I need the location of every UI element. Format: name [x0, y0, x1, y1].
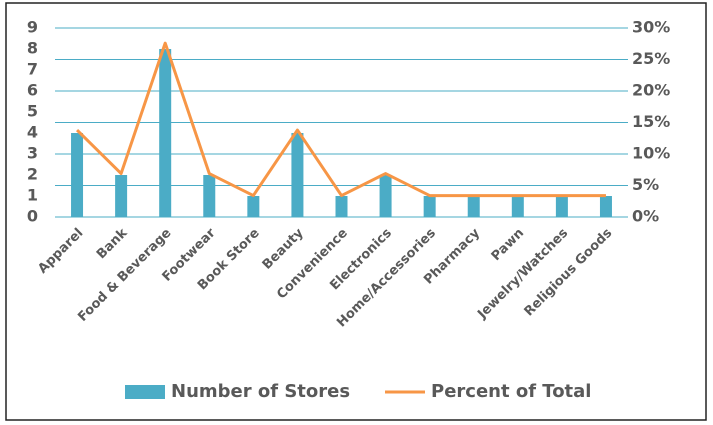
y2-tick-label: 5% — [632, 175, 659, 194]
bar — [467, 196, 480, 217]
y-tick-label: 5 — [27, 102, 38, 121]
y-tick-label: 3 — [27, 144, 38, 163]
legend-label: Number of Stores — [171, 381, 350, 402]
bar — [291, 133, 304, 217]
bar — [555, 196, 568, 217]
legend-label: Percent of Total — [431, 381, 591, 402]
bar — [247, 196, 260, 217]
y2-tick-label: 0% — [632, 207, 659, 226]
y-tick-label: 6 — [27, 81, 38, 100]
y2-tick-label: 30% — [632, 18, 670, 37]
y-tick-label: 8 — [27, 39, 38, 58]
y-tick-label: 4 — [27, 123, 38, 142]
y2-tick-label: 10% — [632, 144, 670, 163]
bar — [599, 196, 612, 217]
legend-swatch — [125, 385, 165, 399]
bar — [203, 175, 216, 217]
y-tick-label: 1 — [27, 186, 38, 205]
y2-tick-label: 15% — [632, 112, 670, 131]
bar — [511, 196, 524, 217]
bar — [379, 175, 392, 217]
bar — [115, 175, 128, 217]
bar — [423, 196, 436, 217]
line — [75, 41, 606, 198]
bar — [335, 196, 348, 217]
y-tick-label: 0 — [27, 207, 38, 226]
y-tick-label: 2 — [27, 165, 38, 184]
y2-tick-label: 20% — [632, 81, 670, 100]
y2-tick-label: 25% — [632, 49, 670, 68]
bar — [71, 133, 84, 217]
y-tick-label: 7 — [27, 60, 38, 79]
y-tick-label: 9 — [27, 18, 38, 37]
bar — [159, 49, 172, 217]
